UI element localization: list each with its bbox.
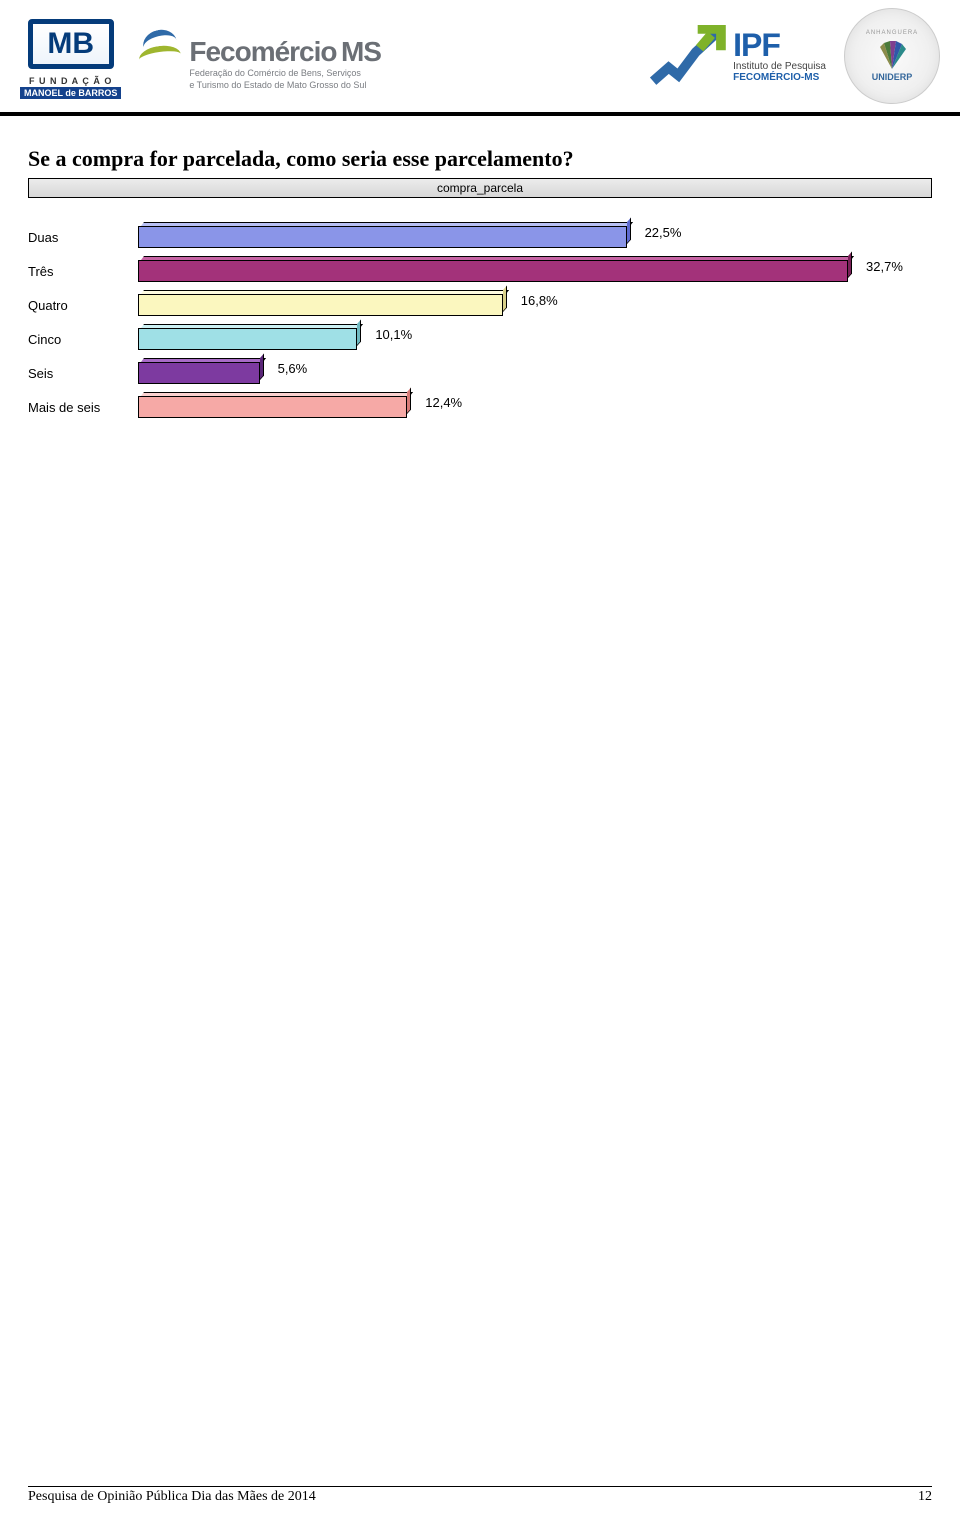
footer-text: Pesquisa de Opinião Pública Dia das Mães… bbox=[28, 1489, 316, 1505]
logo-mb: MB F U N D A Ç Ã O MANOEL de BARROS bbox=[20, 14, 121, 99]
arrow-up-icon bbox=[649, 25, 727, 87]
bar bbox=[138, 260, 848, 282]
ipf-s2: FECOMÉRCIO-MS bbox=[733, 72, 819, 83]
chart-row: Cinco10,1% bbox=[138, 324, 898, 354]
fecomercio-name: Fecomércio bbox=[189, 36, 336, 67]
logo-uniderp: ANHANGUERA UNIDERP bbox=[844, 8, 940, 104]
fecomercio-sub2: e Turismo do Estado de Mato Grosso do Su… bbox=[189, 80, 366, 92]
bar-value-label: 22,5% bbox=[645, 225, 682, 240]
bar bbox=[138, 328, 357, 350]
chart-caption: compra_parcela bbox=[28, 178, 932, 198]
bar bbox=[138, 294, 503, 316]
logo-fecomercio: Fecomércio MS Federação do Comércio de B… bbox=[137, 20, 381, 91]
question-title: Se a compra for parcelada, como seria es… bbox=[28, 146, 932, 172]
uniderp-top: ANHANGUERA bbox=[866, 30, 918, 36]
bar bbox=[138, 396, 407, 418]
bar-category-label: Quatro bbox=[28, 298, 128, 313]
chart-row: Quatro16,8% bbox=[138, 290, 898, 320]
mb-mark: MB bbox=[28, 19, 114, 69]
bar bbox=[138, 226, 627, 248]
footer: Pesquisa de Opinião Pública Dia das Mães… bbox=[28, 1486, 932, 1505]
bar-chart: Duas22,5%Três32,7%Quatro16,8%Cinco10,1%S… bbox=[28, 222, 903, 422]
bar-value-label: 12,4% bbox=[425, 395, 462, 410]
uniderp-label: UNIDERP bbox=[872, 72, 913, 82]
ipf-s1: Instituto de Pesquisa bbox=[733, 61, 826, 72]
content: Se a compra for parcelada, como seria es… bbox=[0, 116, 960, 422]
bar-value-label: 32,7% bbox=[866, 259, 903, 274]
chart-row: Três32,7% bbox=[138, 256, 898, 286]
mb-sub1: F U N D A Ç Ã O bbox=[29, 76, 112, 86]
chart-row: Duas22,5% bbox=[138, 222, 898, 252]
bar-category-label: Duas bbox=[28, 230, 128, 245]
page-number: 12 bbox=[918, 1489, 932, 1505]
bar-category-label: Cinco bbox=[28, 332, 128, 347]
bar-value-label: 10,1% bbox=[375, 327, 412, 342]
ipf-big: IPF bbox=[733, 29, 780, 61]
bar-value-label: 5,6% bbox=[278, 361, 308, 376]
bar bbox=[138, 362, 260, 384]
bar-category-label: Mais de seis bbox=[28, 400, 128, 415]
bar-category-label: Seis bbox=[28, 366, 128, 381]
chart-row: Seis5,6% bbox=[138, 358, 898, 388]
footer-rule bbox=[28, 1486, 932, 1487]
header-logos: MB F U N D A Ç Ã O MANOEL de BARROS Feco… bbox=[0, 0, 960, 104]
bar-category-label: Três bbox=[28, 264, 128, 279]
mb-sub2: MANOEL de BARROS bbox=[20, 87, 121, 99]
swoosh-icon bbox=[137, 20, 185, 68]
bar-value-label: 16,8% bbox=[521, 293, 558, 308]
chart-row: Mais de seis12,4% bbox=[138, 392, 898, 422]
fan-icon bbox=[870, 39, 914, 69]
logo-ipf: IPF Instituto de Pesquisa FECOMÉRCIO-MS bbox=[649, 25, 826, 87]
fecomercio-sub1: Federação do Comércio de Bens, Serviços bbox=[189, 68, 361, 80]
fecomercio-ms: MS bbox=[341, 36, 381, 67]
